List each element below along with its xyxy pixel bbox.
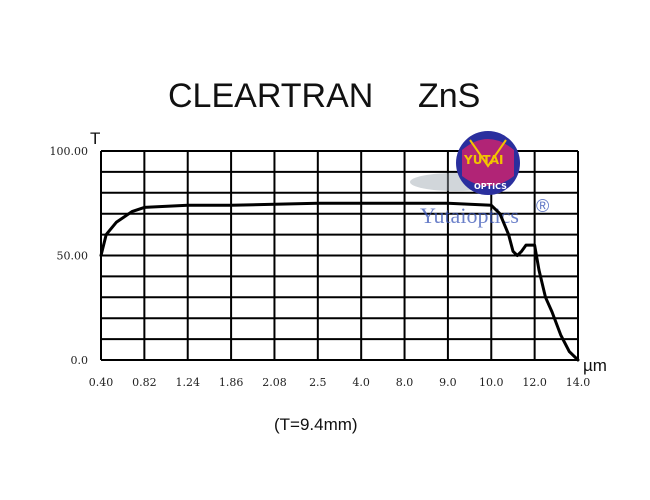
x-tick-label: 0.40: [89, 376, 114, 389]
x-tick-label: 4.0: [352, 376, 370, 389]
x-tick-label: 1.86: [219, 376, 244, 389]
y-tick-label: 100.00: [50, 145, 89, 158]
x-tick-label: 12.0: [522, 376, 547, 389]
logo-swoosh-icon: [462, 139, 514, 186]
logo-bottom-text: OPTICS: [474, 182, 507, 191]
x-tick-label: 2.5: [309, 376, 327, 389]
yutai-optics-logo: YUTAI OPTICS Yutaioptics ®: [410, 131, 549, 228]
chart-title-zns: ZnS: [418, 77, 480, 115]
x-tick-label: 2.08: [262, 376, 287, 389]
x-tick-label: 8.0: [396, 376, 414, 389]
chart-subtitle: (T=9.4mm): [274, 415, 358, 434]
x-tick-label: 9.0: [439, 376, 457, 389]
y-tick-label: 0.0: [71, 354, 89, 367]
y-tick-label: 50.00: [57, 250, 89, 263]
logo-rays-icon: [469, 139, 507, 168]
y-axis-ticks: 100.00 50.00 0.0: [50, 145, 89, 367]
x-tick-label: 10.0: [479, 376, 504, 389]
y-axis-label: T: [90, 129, 100, 148]
x-axis-ticks: 0.40 0.82 1.24 1.86 2.08 2.5 4.0 8.0 9.0 10.0 12.0…: [89, 376, 591, 389]
x-tick-label: 0.82: [132, 376, 157, 389]
x-axis-unit-label: µm: [583, 356, 607, 375]
watermark-registered-mark: ®: [536, 196, 549, 216]
logo-top-text: YUTAI: [463, 153, 503, 167]
x-tick-label: 14.0: [566, 376, 591, 389]
chart-title-cleartran: CLEARTRAN: [168, 77, 373, 115]
series-line: [99, 201, 580, 362]
x-tick-label: 1.24: [175, 376, 200, 389]
